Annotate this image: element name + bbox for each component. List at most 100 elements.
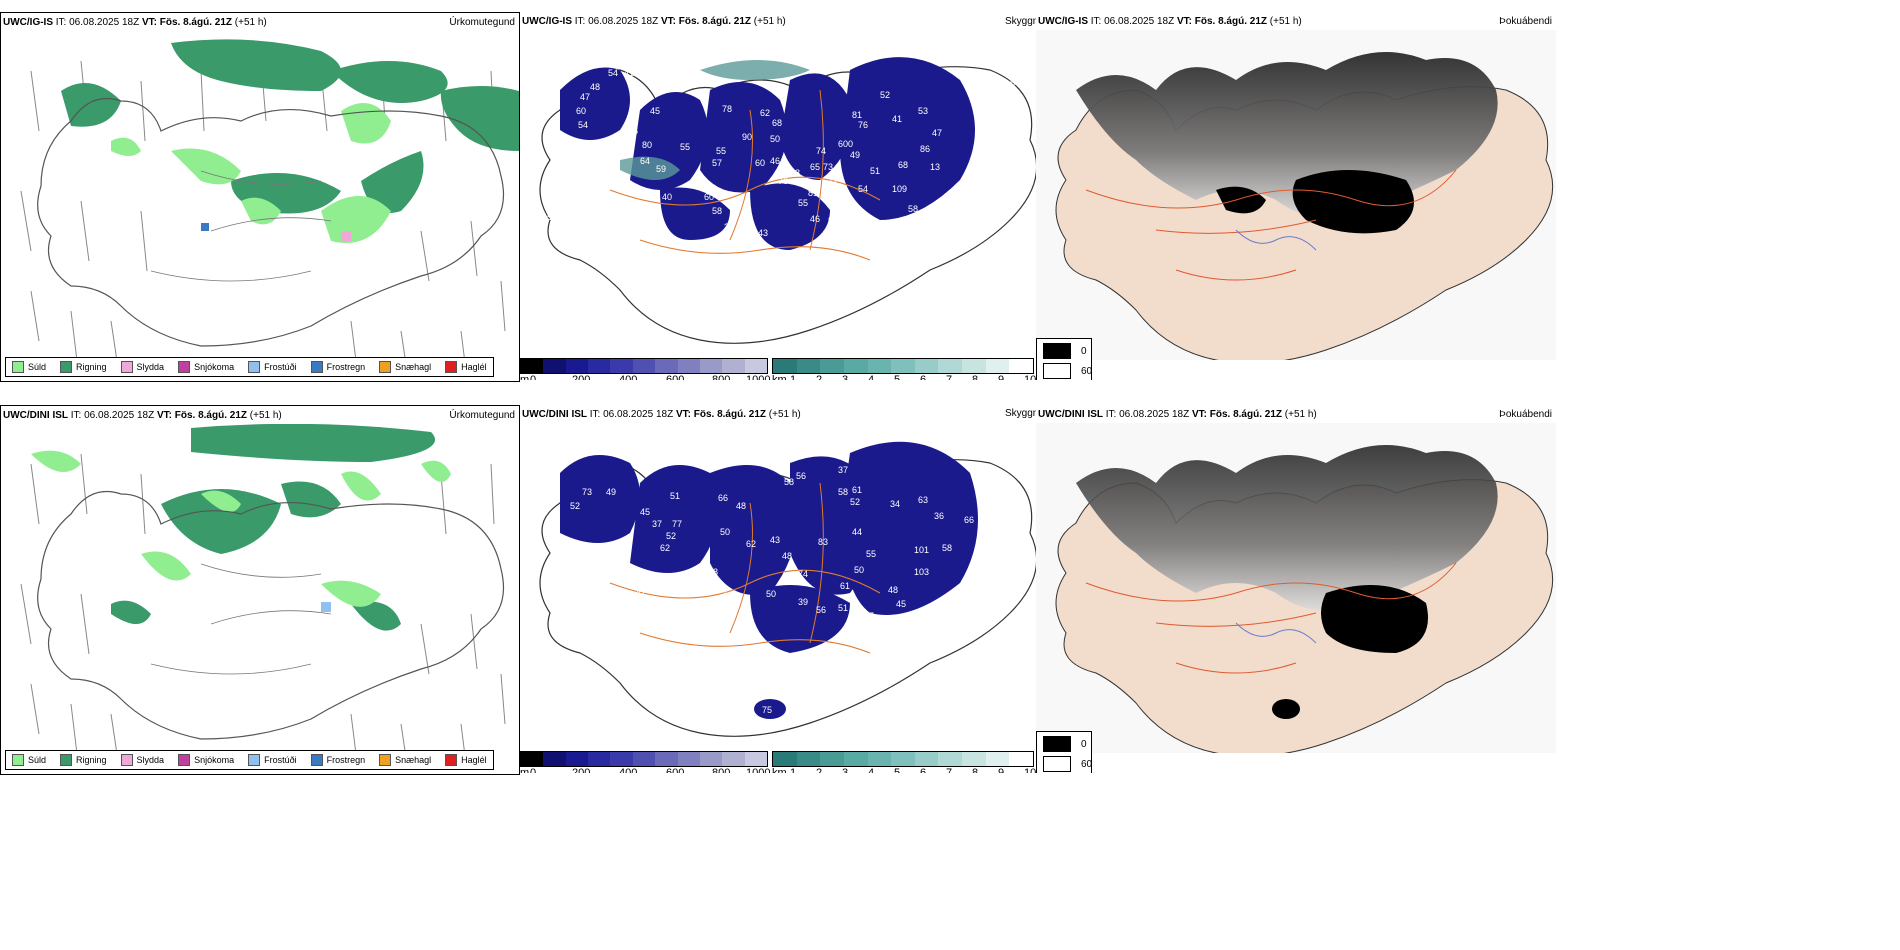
- vis-label: 66: [964, 515, 974, 525]
- vis-label: 54: [578, 120, 588, 130]
- vis-label: 48: [736, 501, 746, 511]
- vis-label: 44: [852, 527, 862, 537]
- visibility-colorbar-ticks: km 1 2 3 4 5 6 7 8 9 10: [772, 374, 1037, 380]
- vis-label: 34: [890, 499, 900, 509]
- vis-label: 47: [580, 92, 590, 102]
- vis-label: 63: [918, 495, 928, 505]
- vis-label: 37: [652, 519, 662, 529]
- visibility-colorbar-ticks: km 1 2 3 4 5 6 7 8 9 10: [772, 767, 1037, 773]
- height-colorbar: [520, 751, 768, 767]
- vis-label: 50: [642, 204, 652, 214]
- vis-label: 45: [640, 507, 650, 517]
- vis-label: 57: [712, 158, 722, 168]
- vis-label: 86: [920, 144, 930, 154]
- precip-type-panel-bottom: UWC/DINI ISL IT: 06.08.2025 18Z VT: Fös.…: [0, 405, 520, 775]
- vis-label: 51: [870, 166, 880, 176]
- vis-label: 55: [798, 198, 808, 208]
- panel-title: UWC/DINI ISL IT: 06.08.2025 18Z VT: Fös.…: [1038, 409, 1317, 420]
- precip-map: [20, 39, 519, 371]
- vis-label: 60: [704, 192, 714, 202]
- fog-legend: 0 60: [1036, 338, 1092, 380]
- vis-label: 61: [852, 485, 862, 495]
- vis-label: 62: [760, 108, 770, 118]
- height-colorbar: [520, 358, 768, 374]
- vis-label: 80: [642, 140, 652, 150]
- panel-product-title: Úrkomutegund: [449, 17, 515, 28]
- vis-label: 45: [542, 212, 552, 222]
- visibility-product-title: Skyggni: [1005, 408, 1041, 419]
- vis-label: 66: [718, 493, 728, 503]
- vis-label: 43: [770, 535, 780, 545]
- precip-legend: Súld Rigning Slydda Snjókoma Frostúði Fr…: [5, 357, 494, 377]
- vis-label: 49: [606, 487, 616, 497]
- precip-legend: Súld Rigning Slydda Snjókoma Frostúði Fr…: [5, 750, 494, 770]
- vis-label: 68: [772, 118, 782, 128]
- vis-label: 81: [852, 110, 862, 120]
- vis-label: 48: [888, 585, 898, 595]
- vis-label: 58: [708, 567, 718, 577]
- vis-label: 50: [720, 527, 730, 537]
- vis-label: 61: [840, 581, 850, 591]
- visibility-product-title: Skyggni: [1005, 16, 1041, 27]
- visibility-colorbar: [772, 358, 1034, 374]
- legend-item: Snjókoma: [178, 754, 234, 766]
- vis-label: 52: [666, 531, 676, 541]
- legend-item: Rigning: [60, 361, 107, 373]
- vis-label: 81: [808, 188, 818, 198]
- vis-label: 48: [782, 551, 792, 561]
- vis-label: 46: [770, 156, 780, 166]
- vis-label: 47: [932, 128, 942, 138]
- vis-label: 45: [896, 599, 906, 609]
- vis-label: 64: [640, 156, 650, 166]
- vis-label: 647: [1010, 78, 1025, 88]
- vis-label: 48: [626, 451, 636, 461]
- vis-label: 600: [838, 139, 853, 149]
- legend-item: Frostregn: [310, 754, 365, 766]
- legend-item: Frostregn: [310, 361, 365, 373]
- vis-label: 59: [656, 164, 666, 174]
- legend-item: Haglél: [445, 361, 487, 373]
- vis-label: 49: [850, 150, 860, 160]
- vis-label: 48: [590, 82, 600, 92]
- vis-label: 73: [582, 487, 592, 497]
- legend-item: Súld: [12, 361, 46, 373]
- panel-title: UWC/IG-IS IT: 06.08.2025 18Z VT: Fös. 8.…: [1038, 16, 1302, 27]
- visibility-colorbar: [772, 751, 1034, 767]
- height-colorbar-ticks: m 0 200 400 600 800 1000: [520, 767, 771, 773]
- legend-item: Slydda: [120, 361, 164, 373]
- legend-item: Snæhagl: [379, 361, 431, 373]
- vis-label: 50: [854, 565, 864, 575]
- height-colorbar-ticks: m 0 200 400 600 800 1000: [520, 374, 771, 380]
- panel-title: UWC/IG-IS IT: 06.08.2025 18Z VT: Fös. 8.…: [3, 17, 267, 28]
- vis-label: 47: [864, 611, 874, 621]
- fog-map: [1036, 423, 1556, 753]
- vis-label: 58: [784, 477, 794, 487]
- visibility-map: 48 37 73 49 52 45 37 51 77 52 62 66 48 5…: [539, 441, 1038, 737]
- vis-label: 78: [722, 104, 732, 114]
- vis-label: 58: [838, 487, 848, 497]
- panel-product-title: Þokuábendi: [1499, 409, 1552, 420]
- vis-label: 13: [930, 162, 940, 172]
- vis-label: 52: [570, 501, 580, 511]
- legend-item: Frostúði: [248, 361, 297, 373]
- fog-panel-top: UWC/IG-IS IT: 06.08.2025 18Z VT: Fös. 8.…: [1036, 12, 1556, 380]
- vis-label: 37: [838, 465, 848, 475]
- vis-label: 50: [858, 224, 868, 234]
- vis-label: 58: [908, 204, 918, 214]
- vis-label: 58: [712, 206, 722, 216]
- vis-label: 44: [900, 236, 910, 246]
- vis-label: 41: [624, 68, 634, 78]
- vis-label: 37: [644, 461, 654, 471]
- vis-label: 56: [816, 605, 826, 615]
- vis-label: 62: [746, 539, 756, 549]
- vis-label: 58: [790, 168, 800, 178]
- panel-title: UWC/DINI ISL IT: 06.08.2025 18Z VT: Fös.…: [3, 410, 282, 421]
- vis-label: 109: [892, 184, 907, 194]
- fog-legend: 0 60: [1036, 731, 1092, 773]
- vis-label: 40: [646, 575, 656, 585]
- vis-label: 101: [914, 545, 929, 555]
- visibility-panel-bottom: UWC/DINI ISL IT: 06.08.2025 18Z VT: Fös.…: [520, 405, 1040, 773]
- vis-label: 52: [880, 90, 890, 100]
- vis-label: 39: [798, 597, 808, 607]
- vis-label: 36: [934, 511, 944, 521]
